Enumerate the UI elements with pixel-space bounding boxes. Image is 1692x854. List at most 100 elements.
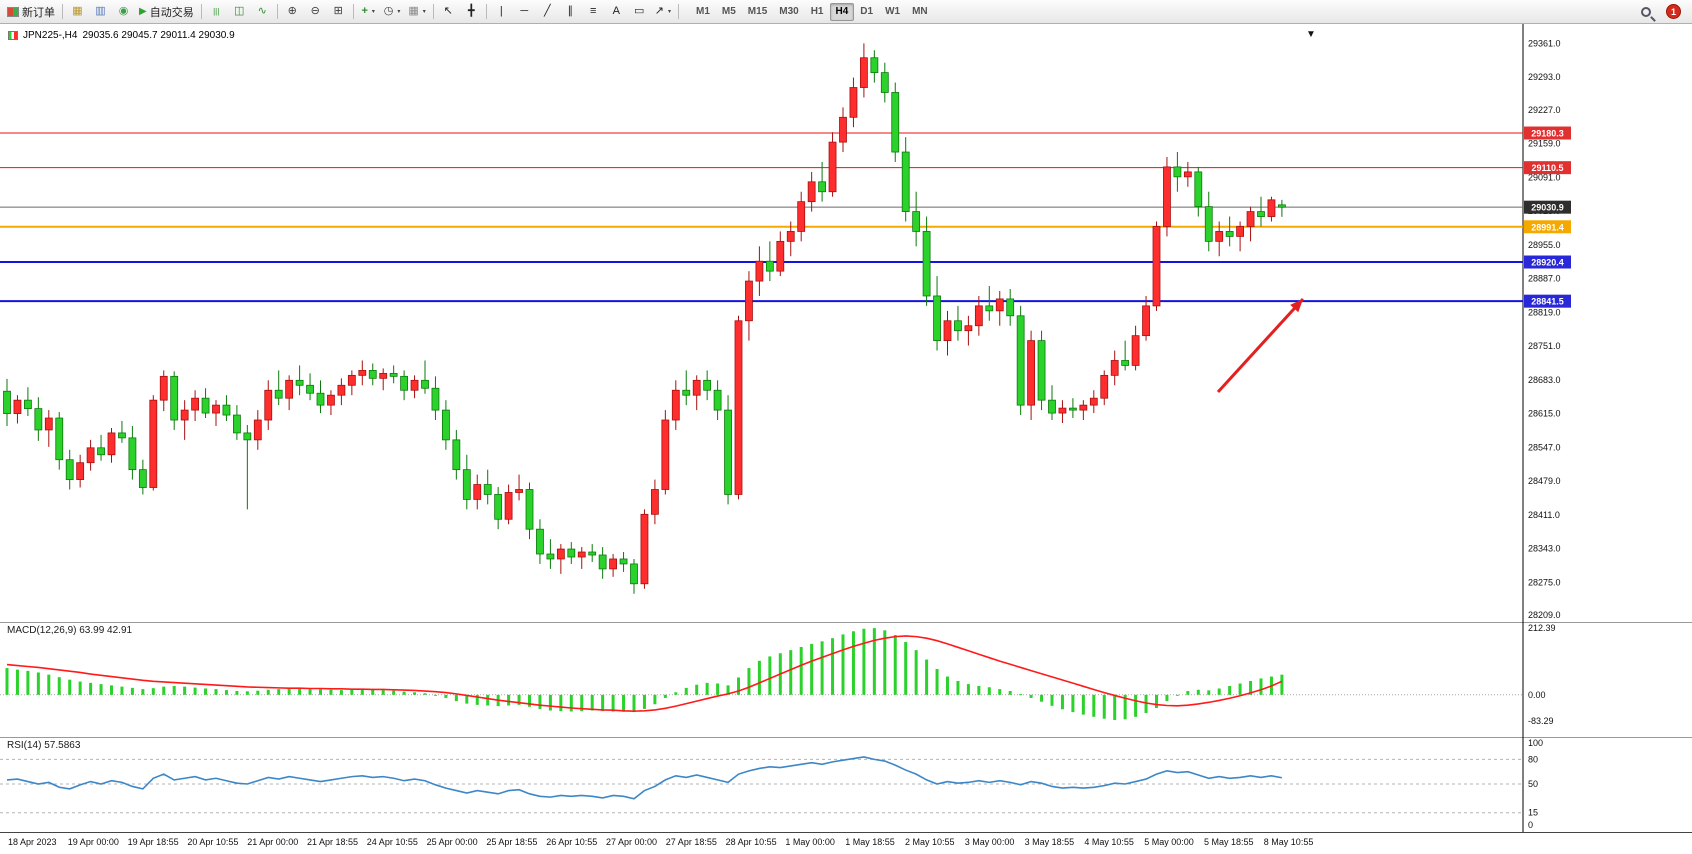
macd-histogram-bar (1186, 691, 1190, 695)
candle-up (974, 305, 983, 327)
candle-up (995, 298, 1004, 312)
candle-up (327, 394, 335, 406)
candle-down (316, 392, 325, 406)
macd-histogram-bar (89, 682, 93, 695)
horizontal-line-button[interactable]: ─ (513, 2, 536, 22)
vertical-line-button[interactable]: | (490, 2, 513, 22)
candlestick-chart-icon: ◫ (234, 5, 245, 17)
price-chart-pane[interactable]: 29361.029293.029227.029159.029091.029023… (0, 24, 1692, 622)
templates-button[interactable]: ▦ ▾ (404, 2, 429, 22)
trendline-button[interactable]: ╱ (536, 2, 559, 22)
candle-up (755, 260, 764, 282)
bar-chart-icon: ||| (213, 6, 220, 16)
macd-histogram-bar (130, 687, 134, 695)
macd-pane[interactable]: 212.39 0.00 -83.29 (0, 622, 1692, 737)
new-order-button[interactable]: 新订单 (3, 2, 59, 22)
timeframe-mn-button[interactable]: MN (912, 6, 928, 17)
macd-histogram-bar (601, 694, 605, 712)
macd-histogram-bar (1280, 674, 1284, 695)
rsi-pane[interactable]: 100 80 50 15 0 (0, 737, 1692, 832)
macd-histogram-bar (1144, 694, 1148, 714)
tile-windows-button[interactable]: ⊞ (327, 2, 350, 22)
candle-down (400, 375, 409, 391)
candle-down (222, 404, 231, 416)
candle-down (1278, 204, 1286, 208)
navigator-button[interactable]: ▥ (89, 2, 112, 22)
candle-down (306, 384, 314, 394)
candle-up (76, 462, 85, 480)
time-axis-label: 5 May 18:55 (1204, 837, 1254, 847)
indicators-button[interactable]: + ▾ (357, 2, 380, 22)
candle-up (159, 375, 168, 401)
candle-up (515, 489, 523, 493)
periods-button[interactable]: ◷ ▾ (380, 2, 405, 22)
candle-down (389, 372, 398, 377)
cursor-button[interactable]: ↖ (437, 2, 460, 22)
timeframe-h1-button[interactable]: H1 (810, 6, 824, 17)
line-chart-button[interactable]: ∿ (251, 2, 274, 22)
zoom-out-button[interactable]: ⊖ (304, 2, 327, 22)
fibonacci-button[interactable]: ≡ (582, 2, 605, 22)
market-watch-button[interactable]: ▦ (66, 2, 89, 22)
search-button[interactable] (1634, 2, 1657, 22)
candle-up (1100, 374, 1109, 399)
timeframe-m1-button[interactable]: M1 (695, 6, 710, 17)
terminal-button[interactable]: ◉ (112, 2, 135, 22)
candle-up (640, 513, 649, 585)
arrow-annotation[interactable] (1216, 297, 1305, 394)
caret-down-icon: ▾ (422, 9, 426, 15)
text-button[interactable]: A (605, 2, 628, 22)
market-watch-icon: ▦ (72, 5, 83, 17)
macd-histogram-bar (308, 688, 312, 695)
candle-down (494, 494, 503, 520)
equidistant-channel-button[interactable]: ∥ (559, 2, 582, 22)
bar-chart-button[interactable]: ||| (205, 2, 228, 22)
timeframe-h4-button[interactable]: H4 (829, 2, 855, 21)
crosshair-button[interactable]: ╋ (460, 2, 483, 22)
macd-histogram-bar (935, 669, 939, 695)
macd-histogram-bar (1228, 685, 1232, 695)
candle-down (954, 320, 962, 332)
time-axis-label: 1 May 18:55 (845, 837, 895, 847)
candle-down (880, 72, 889, 93)
autotrading-button[interactable]: ▶ 自动交易 (135, 2, 198, 22)
macd-histogram-bar (26, 670, 30, 695)
macd-histogram-bar (350, 689, 354, 695)
candle-up (745, 280, 753, 322)
candle-up (1183, 171, 1192, 178)
candle-up (149, 399, 158, 488)
macd-histogram-bar (204, 688, 208, 695)
chart-shift-marker-icon[interactable]: ▼ (1306, 29, 1316, 40)
text-label-icon: ▭ (634, 5, 645, 17)
macd-histogram-bar (684, 687, 688, 695)
arrows-button[interactable]: ↗ ▾ (651, 2, 675, 22)
macd-histogram-bar (319, 689, 322, 695)
time-axis-label: 8 May 10:55 (1263, 837, 1314, 847)
timeframe-m15-button[interactable]: M15 (747, 6, 768, 17)
timeframe-m5-button[interactable]: M5 (721, 6, 736, 17)
price-tick-label: 28683.0 (1528, 375, 1561, 385)
macd-histogram-bar (914, 650, 918, 695)
candle-up (1246, 211, 1255, 227)
rsi-tick-label: 100 (1528, 738, 1543, 748)
candle-down (703, 379, 712, 391)
text-label-button[interactable]: ▭ (628, 2, 651, 22)
notification-badge[interactable]: 1 (1666, 4, 1681, 19)
candle-up (556, 548, 565, 560)
toolbar-right-cluster: 1 (1634, 2, 1689, 22)
candle-down (891, 92, 900, 153)
timeframe-d1-button[interactable]: D1 (860, 6, 874, 17)
candle-up (776, 240, 785, 272)
zoom-in-button[interactable]: ⊕ (281, 2, 304, 22)
cursor-icon: ↖ (443, 5, 453, 17)
price-tick-label: 28275.0 (1528, 577, 1561, 587)
candle-up (473, 484, 482, 500)
macd-histogram-bar (465, 694, 469, 704)
macd-histogram-bar (183, 686, 187, 695)
candle-down (128, 437, 137, 471)
candlestick-chart-button[interactable]: ◫ (228, 2, 251, 22)
macd-histogram-bar (172, 685, 176, 695)
timeframe-w1-button[interactable]: W1 (885, 6, 901, 17)
timeframe-m30-button[interactable]: M30 (779, 6, 799, 17)
time-axis: 18 Apr 2023 19 Apr 00:00 19 Apr 18:55 20 Ap… (0, 832, 1692, 854)
